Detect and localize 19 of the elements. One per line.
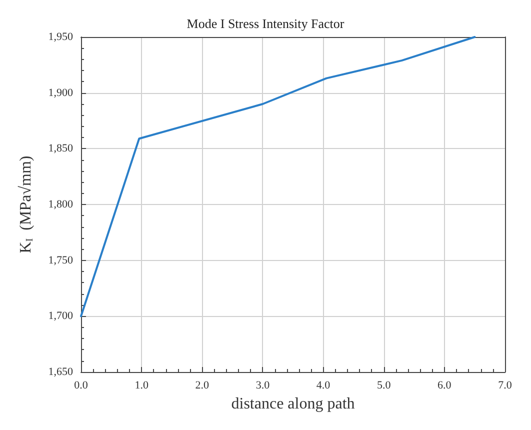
x-tick-label: 6.0 bbox=[438, 380, 452, 392]
x-tick-label: 7.0 bbox=[498, 380, 512, 392]
y-tick-label: 1,850 bbox=[48, 142, 74, 155]
x-tick-label: 4.0 bbox=[316, 380, 331, 392]
y-tick-label: 1,800 bbox=[48, 198, 74, 210]
x-tick-label: 5.0 bbox=[376, 380, 392, 392]
x-tick-label: 1.0 bbox=[134, 380, 149, 392]
y-tick-label: 1,700 bbox=[48, 310, 74, 322]
y-axis-title: KI (MPa√mm) bbox=[18, 156, 36, 254]
chart-title: Mode I Stress Intensity Factor bbox=[186, 16, 345, 31]
x-tick-label: 3.0 bbox=[256, 380, 270, 392]
x-axis-title: distance along path bbox=[231, 396, 355, 412]
y-tick-label: 1,950 bbox=[48, 31, 74, 43]
line-series bbox=[80, 36, 476, 318]
y-tick-label: 1,750 bbox=[48, 254, 74, 266]
y-tick-label: 1,900 bbox=[48, 86, 74, 99]
y-tick-label: 1,650 bbox=[48, 366, 74, 378]
x-tick-label: 0.0 bbox=[74, 380, 88, 392]
x-tick-label: 2.0 bbox=[195, 380, 210, 392]
